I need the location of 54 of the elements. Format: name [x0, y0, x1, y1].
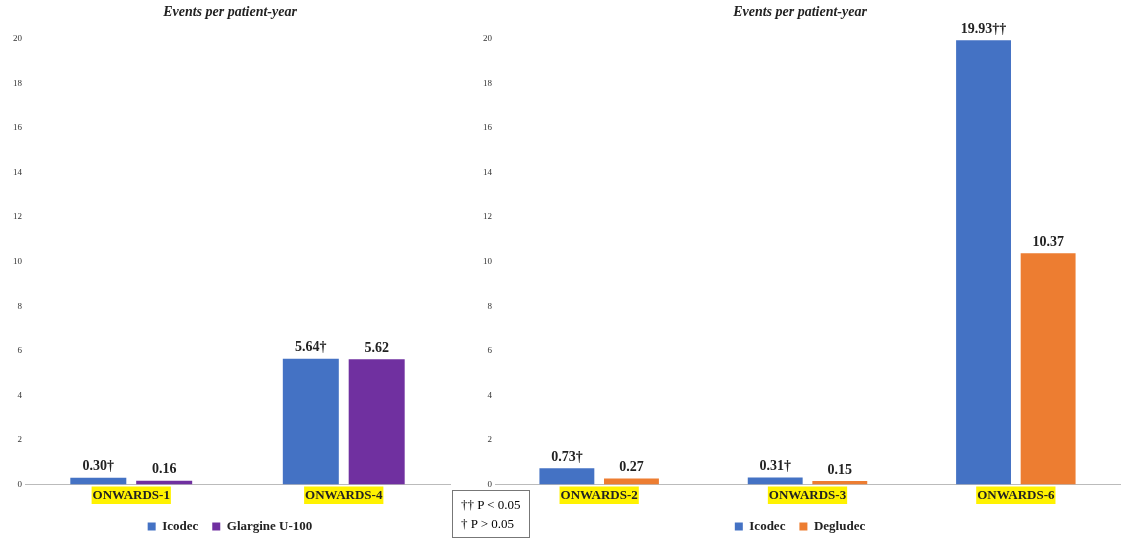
y-tick-label: 18 [483, 77, 493, 88]
chart-title: Events per patient-year [162, 4, 298, 20]
data-label: 0.27 [619, 458, 644, 474]
bar [956, 40, 1011, 485]
text: †† P < 0.05 [461, 496, 521, 514]
chart-title: Events per patient-year [732, 4, 868, 20]
y-tick-label: 8 [17, 300, 23, 311]
bar [1020, 253, 1076, 485]
data-label: 0.15 [827, 461, 853, 477]
y-tick-label: 6 [487, 345, 493, 356]
bar [812, 481, 868, 485]
y-tick-label: 4 [17, 389, 23, 400]
data-label: 0.31† [759, 458, 791, 474]
bar [348, 359, 405, 485]
y-tick-label: 12 [13, 211, 22, 222]
bar [539, 468, 595, 485]
y-tick-label: 14 [483, 166, 493, 177]
y-tick-label: 10 [13, 255, 23, 266]
bar [604, 478, 659, 485]
y-tick-label: 18 [13, 77, 23, 88]
y-tick-label: 16 [13, 122, 23, 133]
bar [282, 358, 339, 485]
data-label: 5.62 [364, 339, 389, 355]
text: † P > 0.05 [461, 515, 516, 533]
x-tick-label: ONWARDS-2 [560, 486, 638, 502]
x-tick-label: ONWARDS-1 [92, 486, 170, 502]
y-tick-label: 14 [13, 166, 23, 177]
y-tick-label: 20 [483, 33, 493, 44]
x-tick-label: ONWARDS-6 [977, 486, 1055, 502]
y-tick-label: 4 [487, 389, 493, 400]
y-tick-label: 16 [483, 122, 493, 133]
y-tick-label: 0 [487, 478, 493, 489]
data-label: 0.16 [151, 461, 177, 477]
x-tick-label: ONWARDS-4 [305, 486, 383, 502]
y-tick-label: 12 [483, 211, 492, 222]
data-label: 0.73† [551, 448, 583, 464]
x-tick-label: ONWARDS-3 [768, 486, 847, 502]
y-tick-label: 2 [487, 434, 492, 445]
bar [747, 477, 803, 485]
legend-label: Degludec [813, 517, 866, 533]
data-label: 10.37 [1032, 233, 1064, 249]
y-tick-label: 6 [17, 345, 23, 356]
data-label: 5.64† [295, 339, 327, 355]
y-tick-label: 2 [17, 434, 22, 445]
data-label: 19.93†† [960, 20, 1007, 36]
legend-label: Glargine U-100 [226, 517, 313, 533]
y-tick-label: 0 [17, 478, 23, 489]
bar [70, 477, 127, 485]
y-tick-label: 20 [13, 33, 23, 44]
y-tick-label: 10 [483, 255, 493, 266]
legend-label: Icodec [162, 517, 199, 533]
y-tick-label: 8 [487, 300, 493, 311]
data-label: 0.30† [82, 458, 115, 474]
legend-label: Icodec [749, 517, 786, 533]
